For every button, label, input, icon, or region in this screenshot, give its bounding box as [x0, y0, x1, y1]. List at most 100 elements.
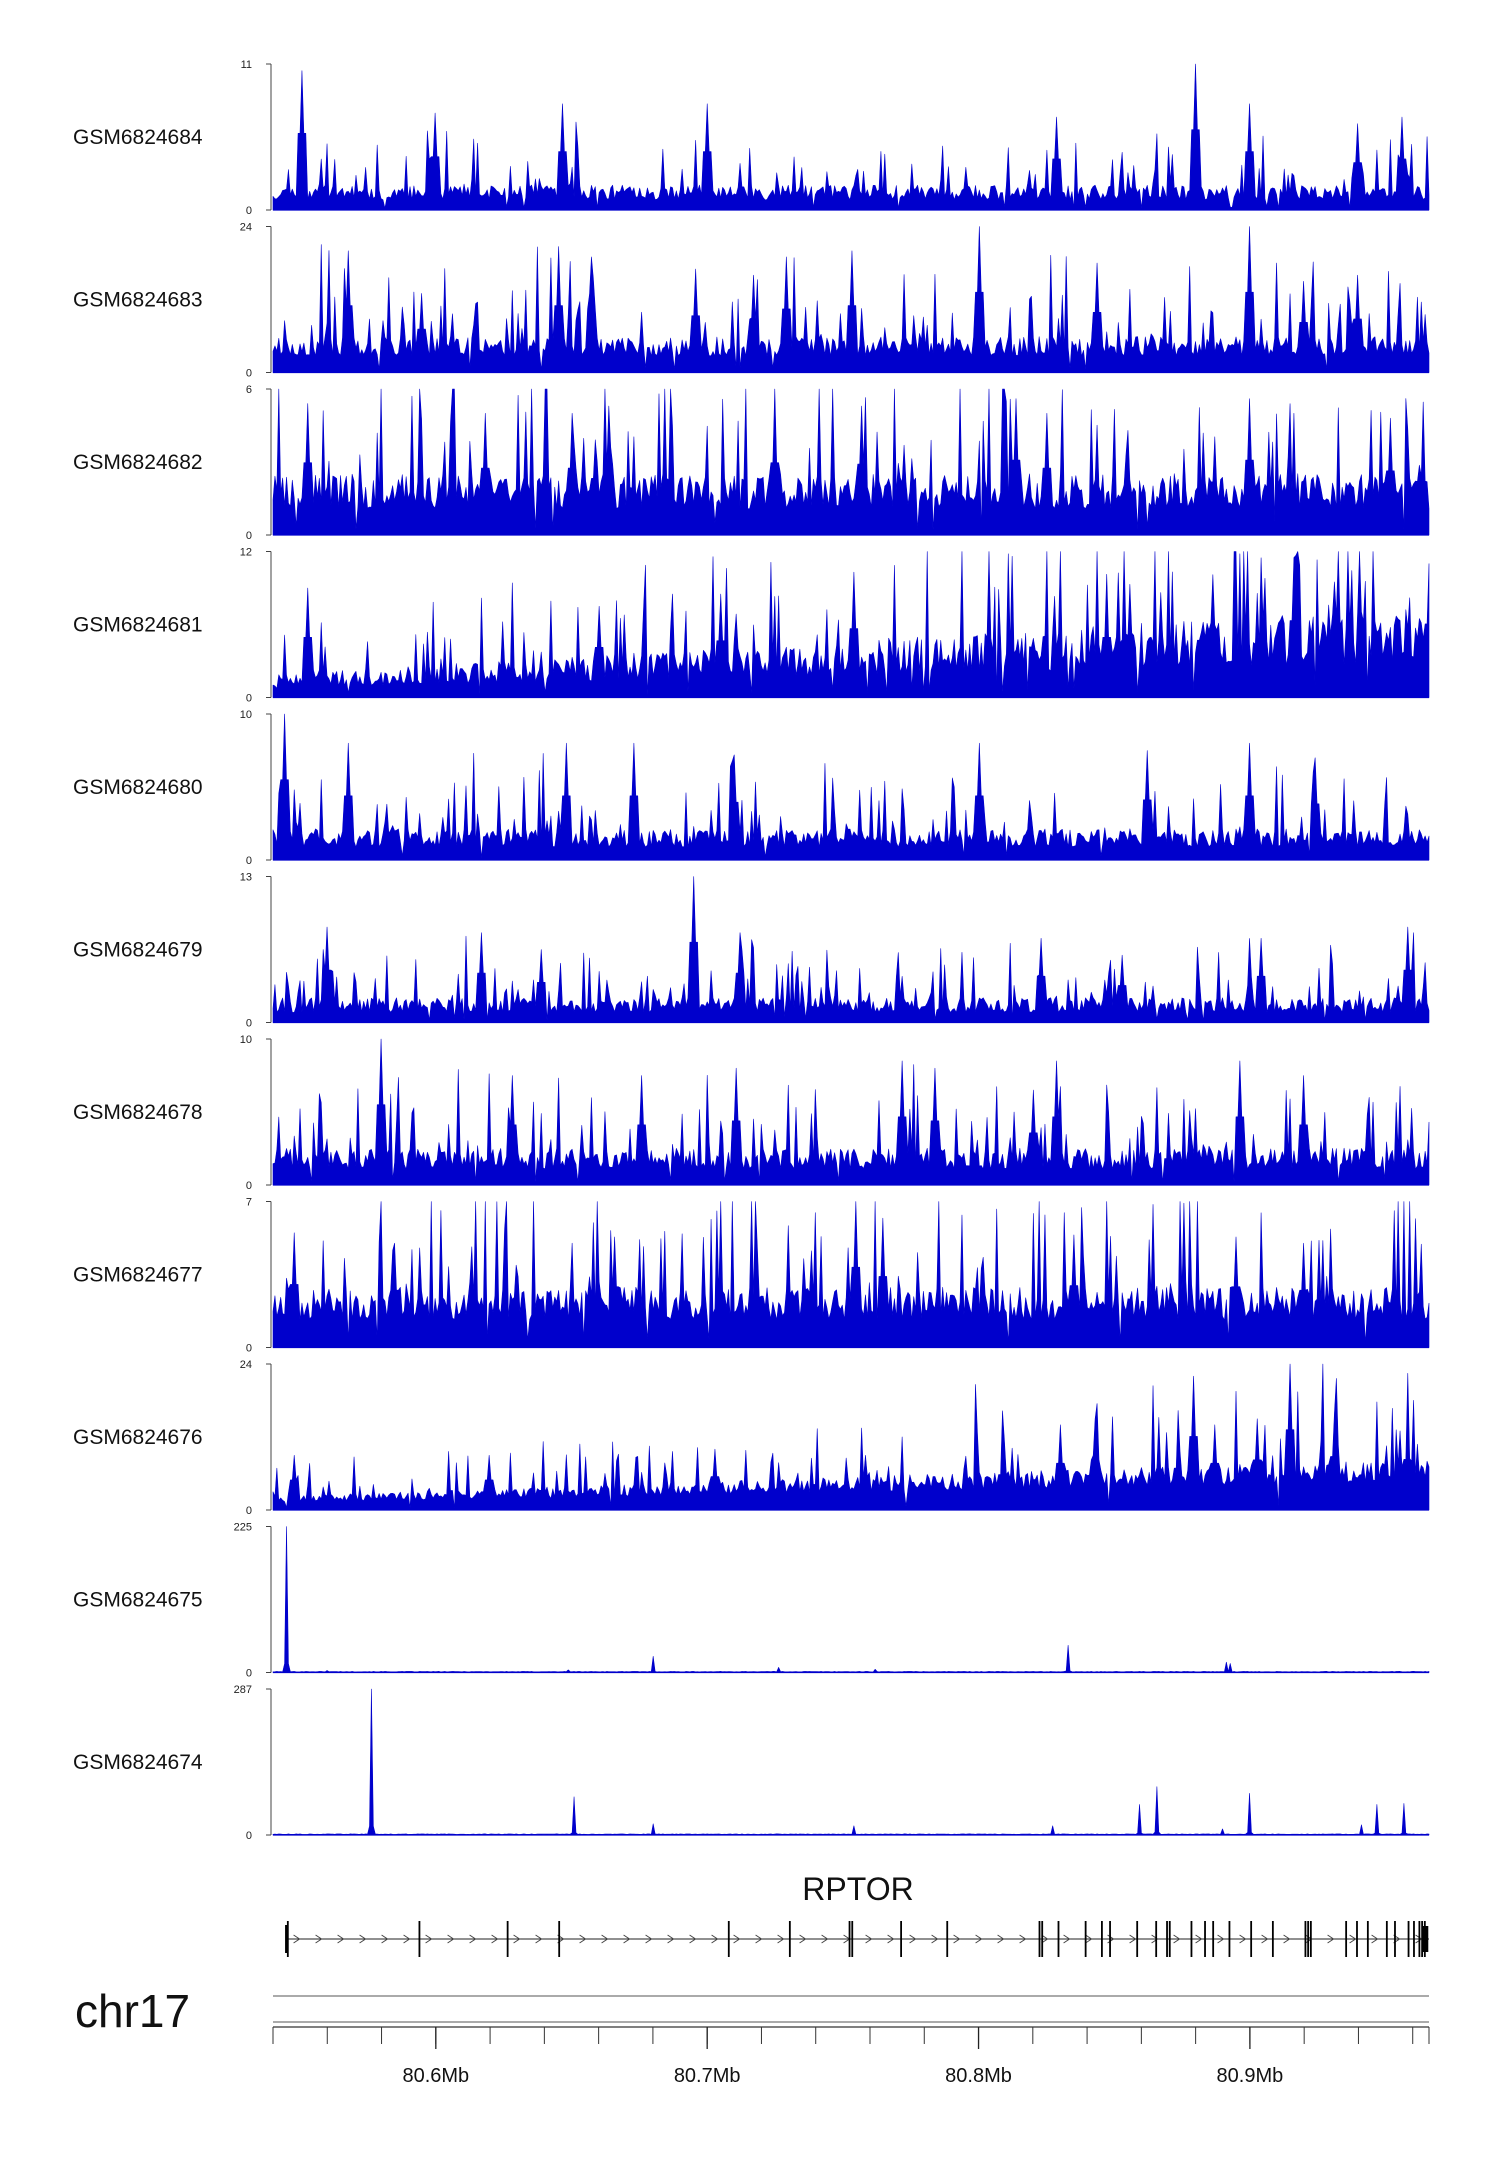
x-axis-tick-label: 80.9Mb	[1217, 2065, 1284, 2087]
exon	[1418, 1921, 1421, 1957]
strand-arrow	[1239, 1934, 1247, 1944]
y-axis-min-label: 0	[246, 1018, 252, 1030]
strand-arrow	[1085, 1934, 1093, 1944]
strand-arrow	[667, 1934, 675, 1944]
y-axis-min-label: 0	[246, 1505, 252, 1517]
strand-arrow	[601, 1934, 609, 1944]
exon	[286, 1921, 289, 1957]
exon	[1168, 1921, 1171, 1957]
y-axis-min-label: 0	[246, 693, 252, 705]
strand-arrow	[733, 1934, 741, 1944]
y-axis-max-label: 24	[240, 1359, 252, 1371]
y-axis-min-label: 0	[246, 530, 252, 542]
gene-track-rptor: RPTOR	[285, 1871, 1429, 1957]
strand-arrow	[623, 1934, 631, 1944]
exon	[285, 1925, 289, 1953]
exon	[506, 1921, 509, 1957]
y-axis-min-label: 0	[246, 1343, 252, 1355]
strand-arrow	[1129, 1934, 1137, 1944]
strand-arrow	[447, 1934, 455, 1944]
track-label: GSM6824682	[73, 451, 203, 474]
strand-arrow	[953, 1934, 961, 1944]
y-axis-max-label: 6	[246, 384, 252, 396]
strand-arrow	[1063, 1934, 1071, 1944]
coverage-area	[272, 1363, 1430, 1511]
coverage-area	[272, 226, 1430, 373]
strand-arrow	[887, 1934, 895, 1944]
exon	[1041, 1921, 1044, 1957]
y-axis-max-label: 225	[234, 1522, 252, 1534]
strand-arrow	[931, 1934, 939, 1944]
coverage-tracks: GSM6824684110GSM6824683240GSM682468260GS…	[73, 59, 1430, 1842]
y-axis-max-label: 11	[241, 59, 252, 71]
track-GSM6824675: GSM6824675 225 0	[73, 1522, 1430, 1680]
exon	[1345, 1921, 1348, 1957]
y-axis-min-label: 0	[246, 1668, 252, 1680]
gene-strand-arrows	[293, 1934, 1423, 1944]
x-axis-tick-label: 80.7Mb	[674, 2065, 741, 2087]
exon	[418, 1921, 421, 1957]
track-label: GSM6824679	[73, 939, 203, 962]
track-GSM6824676: GSM6824676 24 0	[73, 1359, 1430, 1517]
strand-arrow	[909, 1934, 917, 1944]
coverage-area	[272, 713, 1430, 861]
y-axis-min-label: 0	[246, 1180, 252, 1192]
coverage-area	[272, 876, 1430, 1023]
strand-arrow	[865, 1934, 873, 1944]
y-axis-max-label: 10	[240, 1034, 252, 1046]
strand-arrow	[645, 1934, 653, 1944]
strand-arrow	[1283, 1934, 1291, 1944]
y-axis-min-label: 0	[246, 1830, 252, 1842]
track-GSM6824683: GSM6824683 24 0	[73, 222, 1430, 380]
coverage-area	[272, 1688, 1430, 1836]
exon	[1422, 1926, 1429, 1952]
exon	[1109, 1921, 1111, 1957]
track-GSM6824677: GSM6824677 7 0	[73, 1197, 1430, 1355]
strand-arrow	[689, 1934, 697, 1944]
strand-arrow	[535, 1934, 543, 1944]
track-label: GSM6824680	[73, 776, 203, 799]
exon	[1356, 1921, 1358, 1957]
strand-arrow	[997, 1934, 1005, 1944]
strand-arrow	[821, 1934, 829, 1944]
strand-arrow	[799, 1934, 807, 1944]
coverage-area	[272, 1038, 1430, 1186]
track-label: GSM6824674	[73, 1751, 203, 1774]
track-label: GSM6824683	[73, 289, 203, 312]
exon	[1366, 1921, 1369, 1957]
strand-arrow	[1261, 1934, 1269, 1944]
exon	[558, 1921, 561, 1957]
strand-arrow	[975, 1934, 983, 1944]
exon	[946, 1921, 949, 1957]
exon	[1421, 1921, 1424, 1957]
strand-arrow	[777, 1934, 785, 1944]
strand-arrow	[469, 1934, 477, 1944]
exon	[1190, 1921, 1193, 1957]
exon	[1271, 1921, 1274, 1957]
strand-arrow	[315, 1934, 323, 1944]
exon	[1155, 1921, 1158, 1957]
track-label: GSM6824677	[73, 1264, 203, 1287]
track-GSM6824679: GSM6824679 13 0	[73, 872, 1430, 1030]
exon	[1413, 1921, 1415, 1957]
exon	[1166, 1921, 1168, 1957]
strand-arrow	[337, 1934, 345, 1944]
x-axis-tick-label: 80.8Mb	[945, 2065, 1012, 2087]
exon	[1385, 1921, 1388, 1957]
track-label: GSM6824675	[73, 1589, 203, 1612]
x-axis-tick-label: 80.6Mb	[402, 2065, 469, 2087]
y-axis-max-label: 13	[240, 872, 252, 884]
strand-arrow	[491, 1934, 499, 1944]
track-GSM6824678: GSM6824678 10 0	[73, 1034, 1430, 1192]
coverage-area	[272, 1526, 1430, 1673]
y-axis-max-label: 10	[240, 709, 252, 721]
coverage-area	[272, 388, 1430, 536]
exon	[788, 1921, 791, 1957]
track-GSM6824680: GSM6824680 10 0	[73, 709, 1430, 867]
strand-arrow	[1327, 1934, 1335, 1944]
track-label: GSM6824684	[73, 126, 203, 149]
exon	[848, 1921, 851, 1957]
strand-arrow	[513, 1934, 521, 1944]
x-axis-ticks: 80.6Mb 80.7Mb 80.8Mb 80.9Mb	[272, 2027, 1430, 2087]
exon	[1101, 1921, 1103, 1957]
